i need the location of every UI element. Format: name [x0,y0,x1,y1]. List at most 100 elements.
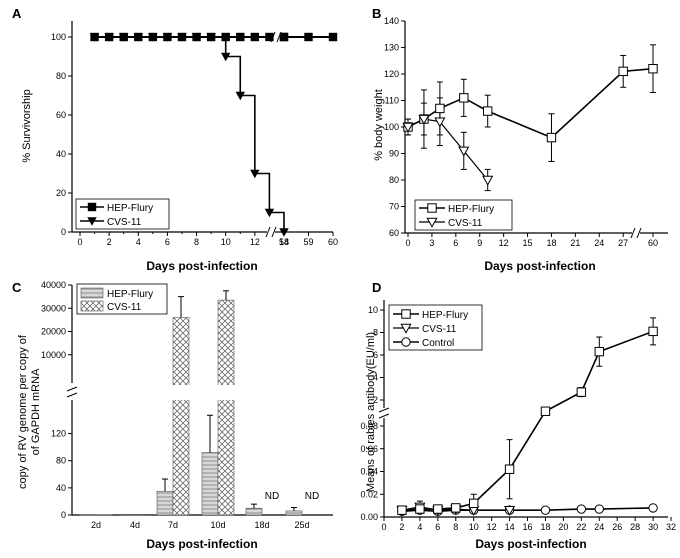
panel-c-ylabel-line1: copy of RV genome per copy of [17,334,29,489]
panel-d-ytick-label: 8 [373,328,378,338]
panel-b-ytick-label: 130 [384,43,399,53]
panel-d-ytick-label: 6 [373,350,378,360]
panel-d-hep-point [540,406,551,416]
panel-letter-c: C [12,280,22,295]
panel-c-ytick-label: 30000 [41,303,66,313]
panel-d-xtick-label: 22 [576,522,586,532]
panel-a-xtick-label: 12 [250,237,260,247]
panel-c-cvs-bar-gap [172,385,190,400]
panel-d-legend-hep-label: HEP-Flury [422,310,468,321]
panel-d-hep-line [401,330,654,511]
panel-b-hep-point [483,106,493,116]
panel-d-ytick-label: 0.08 [360,421,378,431]
panel-d-xtick-label: 16 [523,522,533,532]
panel-d-xtick-label: 6 [435,522,440,532]
panel-b-cvs-point [458,146,470,157]
panel-d-hep-point [451,503,461,513]
panel-c-axis-break-a [66,386,78,392]
panel-d-xtick-label: 30 [648,522,658,532]
panel-b-ytick-label: 100 [384,122,399,132]
panel-a-legend-hep-marker [87,202,97,212]
panel-letter-a: A [12,6,22,21]
panel-letter-b: B [372,6,381,21]
panel-d-hep-point [433,504,443,514]
panel-b-xtick-label: 9 [477,238,482,248]
panel-d-xtick-label: 14 [505,522,515,532]
panel-b-ytick-label: 90 [389,149,399,159]
panel-d-axis-break-b [378,413,390,419]
panel-b-ytick-label: 80 [389,175,399,185]
panel-d-cvs-point [504,505,516,516]
panel-d-xtick-label: 0 [381,522,386,532]
panel-c-hep-bar [118,514,136,516]
panel-b-cvs-point [418,114,430,125]
panel-a-xtick-label: 60 [328,237,338,247]
panel-c-category-label: 18d [254,520,269,530]
panel-d-legend-control-marker [401,337,411,347]
panel-d-xtick-label: 24 [594,522,604,532]
panel-a-xtick-label: 0 [77,237,82,247]
panel-b-cvs-point [434,117,446,128]
panel-c-category-label: 7d [168,520,178,530]
panel-c-ytick-label: 40000 [41,280,66,290]
panel-b-cvs-point [402,122,414,133]
panel-d-hep-point [469,498,479,509]
panel-a-axis-break-b [271,226,277,238]
panel-b-legend-hep-marker [427,203,437,213]
panel-a-line-break-gap [272,33,280,41]
panel-d-xtick-label: 18 [540,522,550,532]
panel-a-ytick-label: 60 [56,110,66,120]
panel-b-axis-break-b [636,227,642,239]
panel-d-xtick-label: 8 [453,522,458,532]
panel-d-xtick-label: 12 [487,522,497,532]
panel-b-xtick-label: 60 [648,238,658,248]
panel-b-ytick-label: 140 [384,16,399,26]
panel-a-hep-point [148,32,158,42]
panel-c-ytick-label: 40 [56,483,66,493]
panel-b-axis-break-a [630,227,636,239]
panel-a-hep-point [90,32,99,42]
panel-c-ylabel: copy of RV genome per copy ofof GAPDH mR… [17,334,42,489]
panel-c-hep-bar [201,452,219,516]
panel-d-hep-point [504,464,515,474]
panel-d-xlabel: Days post-infection [475,537,586,551]
panel-a-axis-break-a [265,226,271,238]
panel-b-ytick-label: 60 [389,228,399,238]
panel-d-control-point [594,504,604,514]
panel-a-hep-point [279,32,289,42]
panel-c-ytick-label: 120 [51,429,66,439]
panel-a-hep-point [265,32,274,42]
panel-b-ylabel: % body weight [373,89,385,161]
panel-a-hep-point [221,32,230,42]
panel-c-axis-break-b [66,392,78,398]
panel-a-xtick-label: 2 [107,237,112,247]
panel-a-ytick-label: 80 [56,71,66,81]
panel-d-legend-cvs-marker [400,323,412,334]
panel-b-axis-break-gap [632,229,640,237]
panel-b-xtick-label: 0 [405,238,410,248]
panel-c-category-label: 2d [91,520,101,530]
panel-a-ytick-label: 40 [56,149,66,159]
panel-b-xtick-label: 18 [546,238,556,248]
panel-d-hep-point [415,504,425,514]
panel-d-xtick-label: 4 [417,522,422,532]
panel-a-hep-point [236,32,245,42]
panel-a-xtick-label: 6 [165,237,170,247]
panel-d-xtick-label: 10 [469,522,479,532]
panel-d-ylabel: Means of rabies antibody(EU/ml) [365,332,377,492]
panel-b-xtick-label: 3 [429,238,434,248]
panel-b-hep-point [459,93,469,103]
panel-d-ytick-label: 2 [373,395,378,405]
panel-c-nd-label: ND [305,491,319,502]
panel-d-xtick-label: 26 [612,522,622,532]
panel-a-hep-point [134,32,143,42]
panel-a-hep-point [328,32,338,42]
panel-a-ylabel: % Survivorship [21,89,33,162]
panel-d-ytick-label: 0.06 [360,444,378,454]
panel-a-xtick-label: 4 [136,237,141,247]
panel-b-hep-point [546,132,557,143]
panel-c-hep-bar [285,510,303,516]
panel-c-ytick-label: 0 [61,510,66,520]
panel-a-cvs-point [264,208,275,218]
